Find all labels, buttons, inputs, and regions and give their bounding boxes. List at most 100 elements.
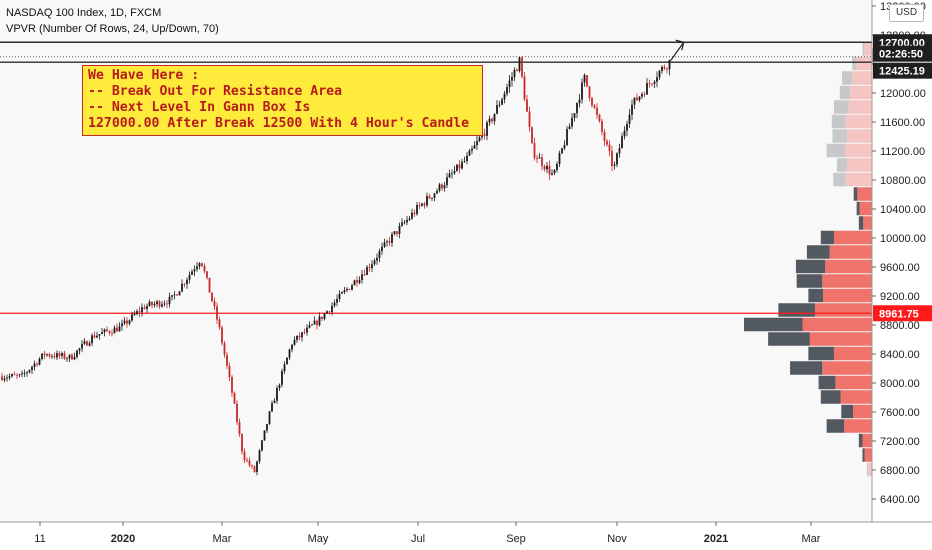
- candle-body: [8, 376, 11, 378]
- time-axis: [0, 522, 932, 550]
- currency-badge[interactable]: USD: [889, 4, 924, 22]
- candle-body: [116, 327, 118, 332]
- candle-body: [223, 343, 226, 355]
- indicator-label[interactable]: VPVR (Number Of Rows, 24, Up/Down, 70): [6, 23, 219, 35]
- candle-body: [236, 403, 238, 423]
- candle-body: [36, 363, 38, 365]
- y-tick-label: 10800.00: [880, 175, 926, 187]
- candle-body: [98, 334, 101, 336]
- candle-body: [641, 93, 643, 97]
- candle-body: [156, 301, 158, 304]
- candle-body: [368, 267, 371, 269]
- candle-body: [543, 166, 546, 170]
- candle-body: [528, 111, 531, 127]
- candle-body: [441, 184, 443, 189]
- candle-body: [388, 241, 391, 243]
- candlesticks: [1, 56, 671, 476]
- candle-body: [536, 157, 538, 159]
- candle-body: [656, 77, 658, 82]
- candle-body: [501, 99, 503, 105]
- candle-body: [273, 400, 276, 404]
- candle-body: [193, 269, 196, 272]
- candle-body: [6, 377, 8, 379]
- annotation-line: 127000.00 After Break 12500 With 4 Hour'…: [88, 116, 470, 131]
- candle-body: [213, 301, 216, 307]
- volume-profile-bar-down: [832, 129, 848, 143]
- candle-body: [403, 222, 406, 224]
- candle-body: [361, 274, 363, 280]
- candle-body: [313, 320, 316, 325]
- candle-body: [136, 311, 138, 315]
- candle-body: [613, 164, 616, 166]
- candle-body: [381, 246, 383, 252]
- volume-profile-bar-down: [852, 56, 856, 71]
- candle-body: [391, 234, 393, 243]
- candle-body: [83, 341, 86, 344]
- candle-body: [538, 157, 541, 159]
- candle-body: [626, 123, 628, 131]
- candle-body: [348, 288, 351, 290]
- candle-body: [488, 118, 491, 123]
- candle-body: [663, 66, 666, 69]
- candle-body: [343, 290, 346, 293]
- candle-body: [363, 274, 366, 276]
- volume-profile-bar-down: [858, 433, 863, 448]
- candle-body: [451, 173, 453, 175]
- candle-body: [28, 370, 31, 373]
- volume-profile-bar-up: [809, 332, 872, 346]
- candle-body: [91, 335, 93, 344]
- y-tick-label: 8800.00: [880, 320, 920, 332]
- x-tick-label: Jul: [411, 533, 425, 545]
- candle-body: [423, 203, 426, 206]
- candle-body: [633, 97, 636, 105]
- y-tick-label: 11600.00: [880, 117, 925, 129]
- volume-profile-bar-down: [831, 114, 846, 129]
- candle-body: [68, 354, 71, 359]
- candle-body: [328, 311, 331, 313]
- y-tick-label: 10000.00: [880, 233, 926, 245]
- candle-body: [518, 57, 521, 72]
- candle-body: [308, 325, 311, 328]
- candle-body: [261, 440, 263, 451]
- candle-body: [378, 251, 381, 258]
- volume-profile-bar-up: [852, 404, 872, 419]
- candle-body: [648, 83, 651, 84]
- candle-body: [38, 358, 41, 365]
- x-tick-label: 11: [34, 533, 45, 545]
- candle-body: [646, 83, 648, 95]
- candle-body: [476, 141, 478, 146]
- candle-body: [288, 349, 291, 358]
- volume-profile-bar-up: [863, 216, 872, 230]
- volume-profile-bar-down: [841, 404, 853, 419]
- candle-body: [11, 374, 13, 377]
- candle-body: [211, 292, 213, 302]
- annotation-box[interactable]: We Have Here : -- Break Out For Resistan…: [82, 65, 483, 136]
- candle-body: [453, 171, 456, 174]
- candle-body: [408, 218, 411, 220]
- volume-profile-bar-down: [862, 448, 865, 462]
- candle-body: [606, 141, 608, 145]
- candle-body: [558, 153, 561, 164]
- volume-profile-bar-up: [862, 433, 872, 448]
- horizontal-levels: [0, 41, 872, 314]
- candle-body: [226, 354, 228, 366]
- candle-body: [81, 343, 83, 349]
- volume-profile-bar-up: [835, 375, 872, 390]
- candle-body: [333, 302, 336, 306]
- price-tag: [873, 305, 932, 322]
- volume-profile-bar-down: [808, 346, 834, 361]
- candle-body: [401, 222, 403, 226]
- volume-profile-bar-down: [790, 361, 823, 375]
- candle-body: [71, 354, 73, 360]
- candle-body: [541, 157, 543, 167]
- candle-body: [13, 374, 16, 376]
- candle-body: [428, 196, 431, 199]
- volume-profile-bar-down: [820, 230, 834, 245]
- candle-body: [661, 66, 663, 71]
- candle-body: [271, 403, 273, 412]
- candle-body: [586, 75, 588, 87]
- symbol-title[interactable]: NASDAQ 100 Index, 1D, FXCM: [6, 7, 162, 19]
- candle-body: [461, 161, 463, 169]
- candle-body: [523, 76, 526, 100]
